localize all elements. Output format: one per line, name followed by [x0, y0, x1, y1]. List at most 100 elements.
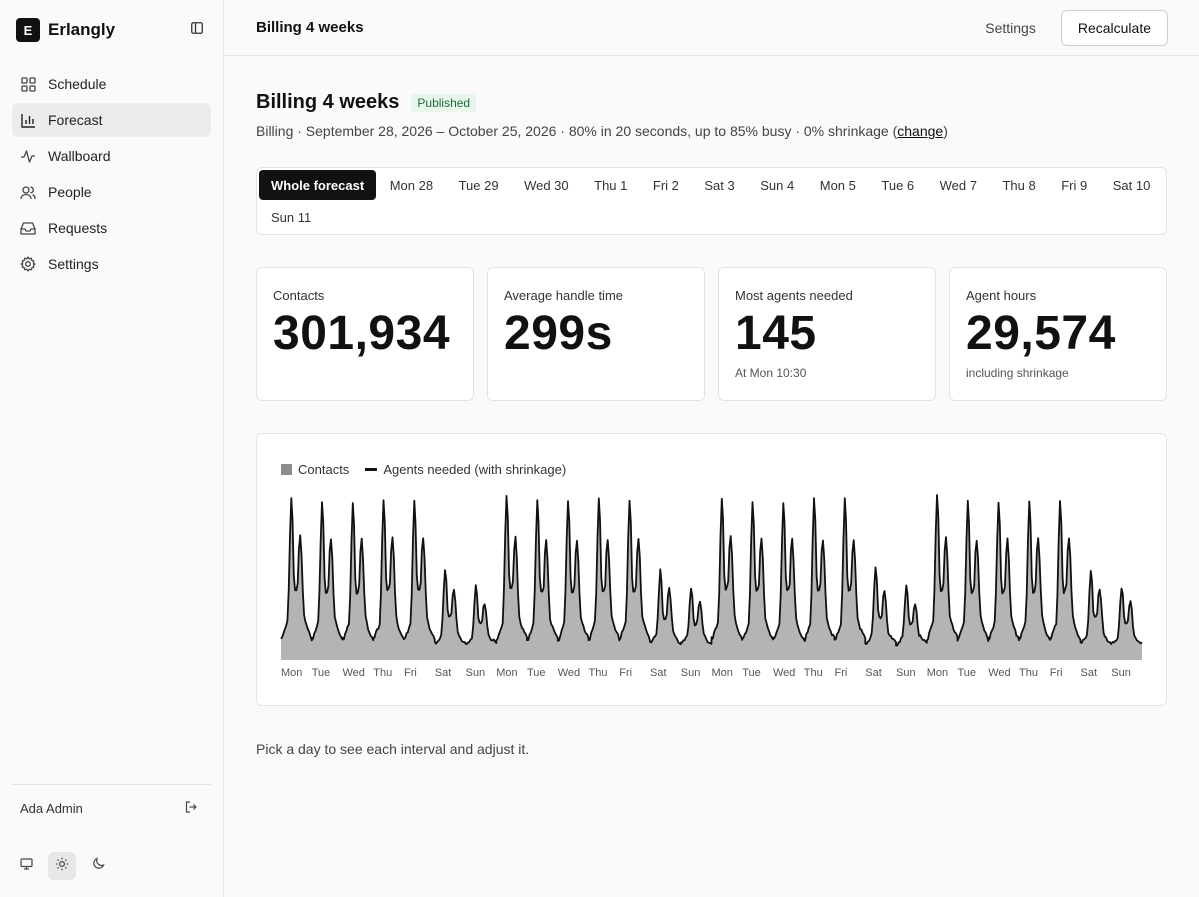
summary-end: ) — [943, 123, 948, 139]
stat-value: 29,574 — [966, 307, 1116, 360]
x-tick-label: Sat — [1081, 667, 1098, 679]
stat-label: Agent hours — [966, 288, 1037, 303]
tab-day[interactable]: Mon 5 — [819, 177, 856, 193]
legend-swatch-agents — [365, 468, 378, 471]
x-tick-label: Thu — [804, 667, 823, 679]
recalculate-button[interactable]: Recalculate — [1060, 9, 1168, 46]
inbox-icon — [20, 220, 36, 236]
sidebar-nav: Schedule Forecast Wallboard People Reque… — [12, 67, 211, 283]
sidebar-item-people[interactable]: People — [12, 175, 211, 209]
legend-label: Agents needed (with shrinkage) — [383, 462, 567, 477]
x-tick-label: Sun — [1111, 667, 1131, 679]
contacts-area — [281, 495, 1142, 660]
tab-day[interactable]: Thu 1 — [594, 177, 628, 193]
theme-system-button[interactable] — [12, 852, 40, 880]
tab-day[interactable]: Fri 9 — [1061, 177, 1088, 193]
stat-label: Most agents needed — [735, 288, 853, 303]
x-tick-label: Fri — [1050, 667, 1063, 679]
tab-day[interactable]: Thu 8 — [1002, 177, 1036, 193]
x-tick-label: Sat — [435, 667, 452, 679]
sidebar-item-label: Requests — [48, 220, 108, 236]
stat-value: 301,934 — [273, 307, 451, 360]
tab-day[interactable]: Sat 10 — [1112, 177, 1151, 193]
day-tabs: Whole forecast Mon 28 Tue 29 Wed 30 Thu 1 Fri… — [256, 167, 1167, 235]
brand[interactable]: E Erlangly — [16, 18, 115, 42]
x-tick-label: Thu — [1019, 667, 1038, 679]
sidebar: E Erlangly Schedule Forecast Wallboard P… — [0, 0, 224, 897]
settings-button[interactable]: Settings — [985, 19, 1036, 36]
theme-dark-button[interactable] — [84, 852, 112, 880]
sidebar-footer: Ada Admin — [12, 784, 211, 831]
grid-icon — [20, 76, 36, 92]
tab-day[interactable]: Sat 3 — [704, 177, 735, 193]
legend-swatch-contacts — [281, 464, 292, 475]
stat-card-aht: Average handle time 299s — [487, 267, 705, 401]
theme-light-button[interactable] — [48, 852, 76, 880]
forecast-summary: Billing · September 28, 2026 – October 2… — [256, 123, 1167, 143]
activity-icon — [20, 148, 36, 164]
gear-icon — [20, 256, 36, 272]
legend-agents: Agents needed (with shrinkage) — [365, 462, 566, 477]
stat-value: 145 — [735, 307, 817, 360]
tab-whole-forecast[interactable]: Whole forecast — [259, 170, 377, 200]
sidebar-item-schedule[interactable]: Schedule — [12, 67, 211, 101]
x-tick-label: Sun — [681, 667, 701, 679]
x-tick-label: Tue — [527, 667, 546, 679]
sidebar-item-label: Forecast — [48, 112, 103, 128]
tab-day[interactable]: Fri 2 — [652, 177, 679, 193]
x-tick-label: Wed — [773, 667, 795, 679]
stat-note: including shrinkage — [966, 366, 1069, 380]
stats-row: Contacts 301,934 Average handle time 299… — [256, 267, 1167, 401]
x-tick-label: Tue — [742, 667, 761, 679]
header-actions: Settings Recalculate — [985, 9, 1168, 46]
tab-day[interactable]: Sun 11 — [271, 209, 312, 225]
tab-day[interactable]: Tue 6 — [881, 177, 915, 193]
x-tick-label: Fri — [404, 667, 417, 679]
tab-day[interactable]: Tue 29 — [458, 177, 499, 193]
logout-button[interactable] — [185, 800, 197, 816]
legend-label: Contacts — [298, 462, 350, 477]
x-tick-label: Mon — [496, 667, 517, 679]
stat-label: Average handle time — [504, 288, 624, 303]
page-title: Billing 4 weeks — [256, 90, 400, 113]
stat-card-max-agents: Most agents needed 145 At Mon 10:30 — [718, 267, 936, 401]
x-tick-label: Tue — [958, 667, 977, 679]
x-tick-label: Sun — [466, 667, 486, 679]
x-tick-label: Wed — [988, 667, 1010, 679]
chart-legend: Contacts Agents needed (with shrinkage) — [281, 462, 566, 477]
sidebar-item-wallboard[interactable]: Wallboard — [12, 139, 211, 173]
tab-day[interactable]: Sun 4 — [760, 177, 795, 193]
tab-day[interactable]: Wed 30 — [524, 177, 569, 193]
sidebar-item-settings[interactable]: Settings — [12, 247, 211, 281]
status-badge: Published — [411, 94, 477, 112]
x-tick-label: Mon — [927, 667, 948, 679]
x-tick-label: Sat — [650, 667, 667, 679]
tab-day[interactable]: Wed 7 — [939, 177, 977, 193]
sidebar-item-forecast[interactable]: Forecast — [12, 103, 211, 137]
x-tick-label: Thu — [589, 667, 608, 679]
sidebar-item-label: Settings — [48, 256, 99, 272]
tab-day[interactable]: Mon 28 — [389, 177, 434, 193]
header-title: Billing 4 weeks — [256, 19, 364, 36]
x-tick-label: Fri — [619, 667, 632, 679]
x-tick-label: Tue — [312, 667, 331, 679]
user-name: Ada Admin — [20, 800, 83, 816]
sidebar-item-label: People — [48, 184, 92, 200]
sidebar-item-label: Schedule — [48, 76, 107, 92]
chart-plot: Mon Tue Wed Thu Fri Sat Sun Mon Tue Wed Thu Fri Sat S… — [280, 494, 1143, 679]
x-tick-label: Wed — [343, 667, 365, 679]
monitor-icon — [19, 857, 33, 875]
summary-text: Billing · September 28, 2026 – October 2… — [256, 123, 898, 139]
sidebar-item-requests[interactable]: Requests — [12, 211, 211, 245]
main-content: Billing 4 weeks Published Billing · Sept… — [256, 88, 1167, 757]
sidebar-collapse-icon — [191, 21, 203, 39]
sidebar-item-label: Wallboard — [48, 148, 111, 164]
brand-logo: E — [16, 18, 40, 42]
legend-contacts: Contacts — [281, 462, 349, 477]
change-link[interactable]: change — [897, 123, 944, 139]
x-tick-label: Thu — [373, 667, 392, 679]
sidebar-toggle-button[interactable] — [186, 20, 208, 40]
x-tick-label: Fri — [835, 667, 848, 679]
logout-icon — [185, 800, 197, 816]
sun-icon — [55, 857, 69, 876]
